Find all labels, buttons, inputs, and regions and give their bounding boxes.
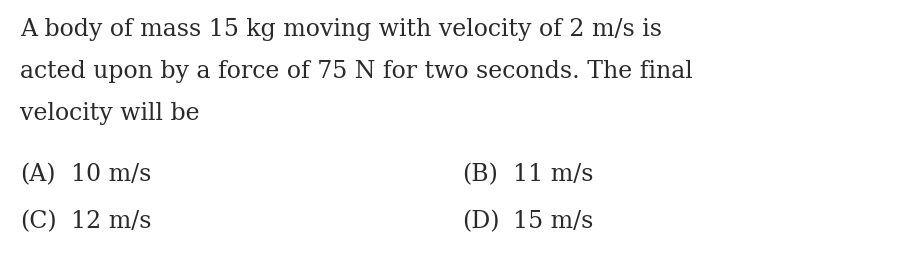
Text: 12 m/s: 12 m/s xyxy=(71,210,152,233)
Text: 15 m/s: 15 m/s xyxy=(513,210,593,233)
Text: (D): (D) xyxy=(462,210,500,233)
Text: 11 m/s: 11 m/s xyxy=(513,163,593,186)
Text: A body of mass 15 kg moving with velocity of 2 m/s is: A body of mass 15 kg moving with velocit… xyxy=(20,18,663,41)
Text: velocity will be: velocity will be xyxy=(20,102,200,125)
Text: (A): (A) xyxy=(20,163,55,186)
Text: (C): (C) xyxy=(20,210,57,233)
Text: acted upon by a force of 75 N for two seconds. The final: acted upon by a force of 75 N for two se… xyxy=(20,60,693,83)
Text: 10 m/s: 10 m/s xyxy=(71,163,152,186)
Text: (B): (B) xyxy=(462,163,498,186)
